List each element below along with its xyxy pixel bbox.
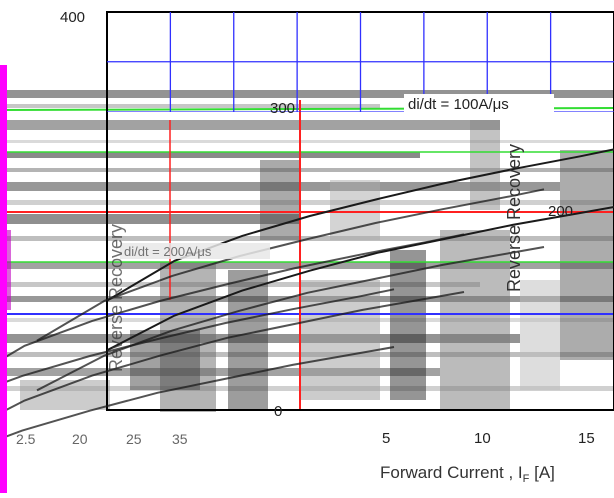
glitch-band (0, 140, 614, 143)
x-tick-label-garbled: 20 (72, 431, 88, 447)
y-tick-label: 400 (60, 9, 85, 26)
glitch-block (260, 160, 300, 240)
glitch-block (228, 270, 268, 410)
y-tick-label: 0 (274, 403, 282, 420)
x-tick-label-garbled: 2.5 (16, 431, 36, 447)
glitch-band (0, 104, 380, 108)
glitch-band (0, 368, 440, 376)
glitch-artifacts (0, 90, 614, 412)
glitch-block (470, 120, 500, 210)
series-line (0, 288, 395, 386)
x-tick-label-garbled: 25 (126, 431, 142, 447)
glitch-band (0, 214, 300, 224)
series-line (0, 346, 395, 440)
glitch-block (300, 280, 380, 400)
glitch-block (560, 150, 614, 360)
annotation-label-faint: di/dt = 200A/μs (124, 244, 212, 259)
x-axis-label: Forward Current , IF [A] (380, 463, 555, 485)
series-line (0, 291, 465, 415)
series-line (36, 188, 545, 342)
series-line (106, 206, 614, 352)
glitch-block (330, 180, 380, 240)
magenta-edge-bar-inner (7, 230, 11, 310)
glitch-band (0, 120, 500, 130)
series-layer (0, 148, 614, 440)
glitch-block (440, 230, 510, 410)
annotation-box-faint (120, 243, 270, 259)
x-tick-label: 15 (578, 430, 595, 447)
glitch-block (520, 280, 560, 390)
glitch-block (20, 380, 110, 410)
y-tick-label: 300 (270, 100, 295, 117)
y-tick-label: 200 (548, 203, 573, 220)
glitch-band (0, 200, 614, 205)
glitch-band (0, 90, 614, 98)
y-axis-label-fragment: Reverse Recovery (504, 144, 524, 292)
annotation-label: di/dt = 100A/μs (408, 96, 509, 113)
magenta-edge-bar (0, 65, 7, 493)
x-tick-label: 10 (474, 430, 491, 447)
x-tick-label-garbled: 35 (172, 431, 188, 447)
glitch-block (130, 330, 200, 390)
series-line (36, 246, 545, 392)
glitch-band (0, 152, 420, 158)
y-axis-label-fragment: Reverse Recovery (106, 224, 126, 372)
x-tick-label: 5 (382, 430, 390, 447)
annotation-box (404, 94, 554, 112)
glitch-band (0, 168, 614, 172)
